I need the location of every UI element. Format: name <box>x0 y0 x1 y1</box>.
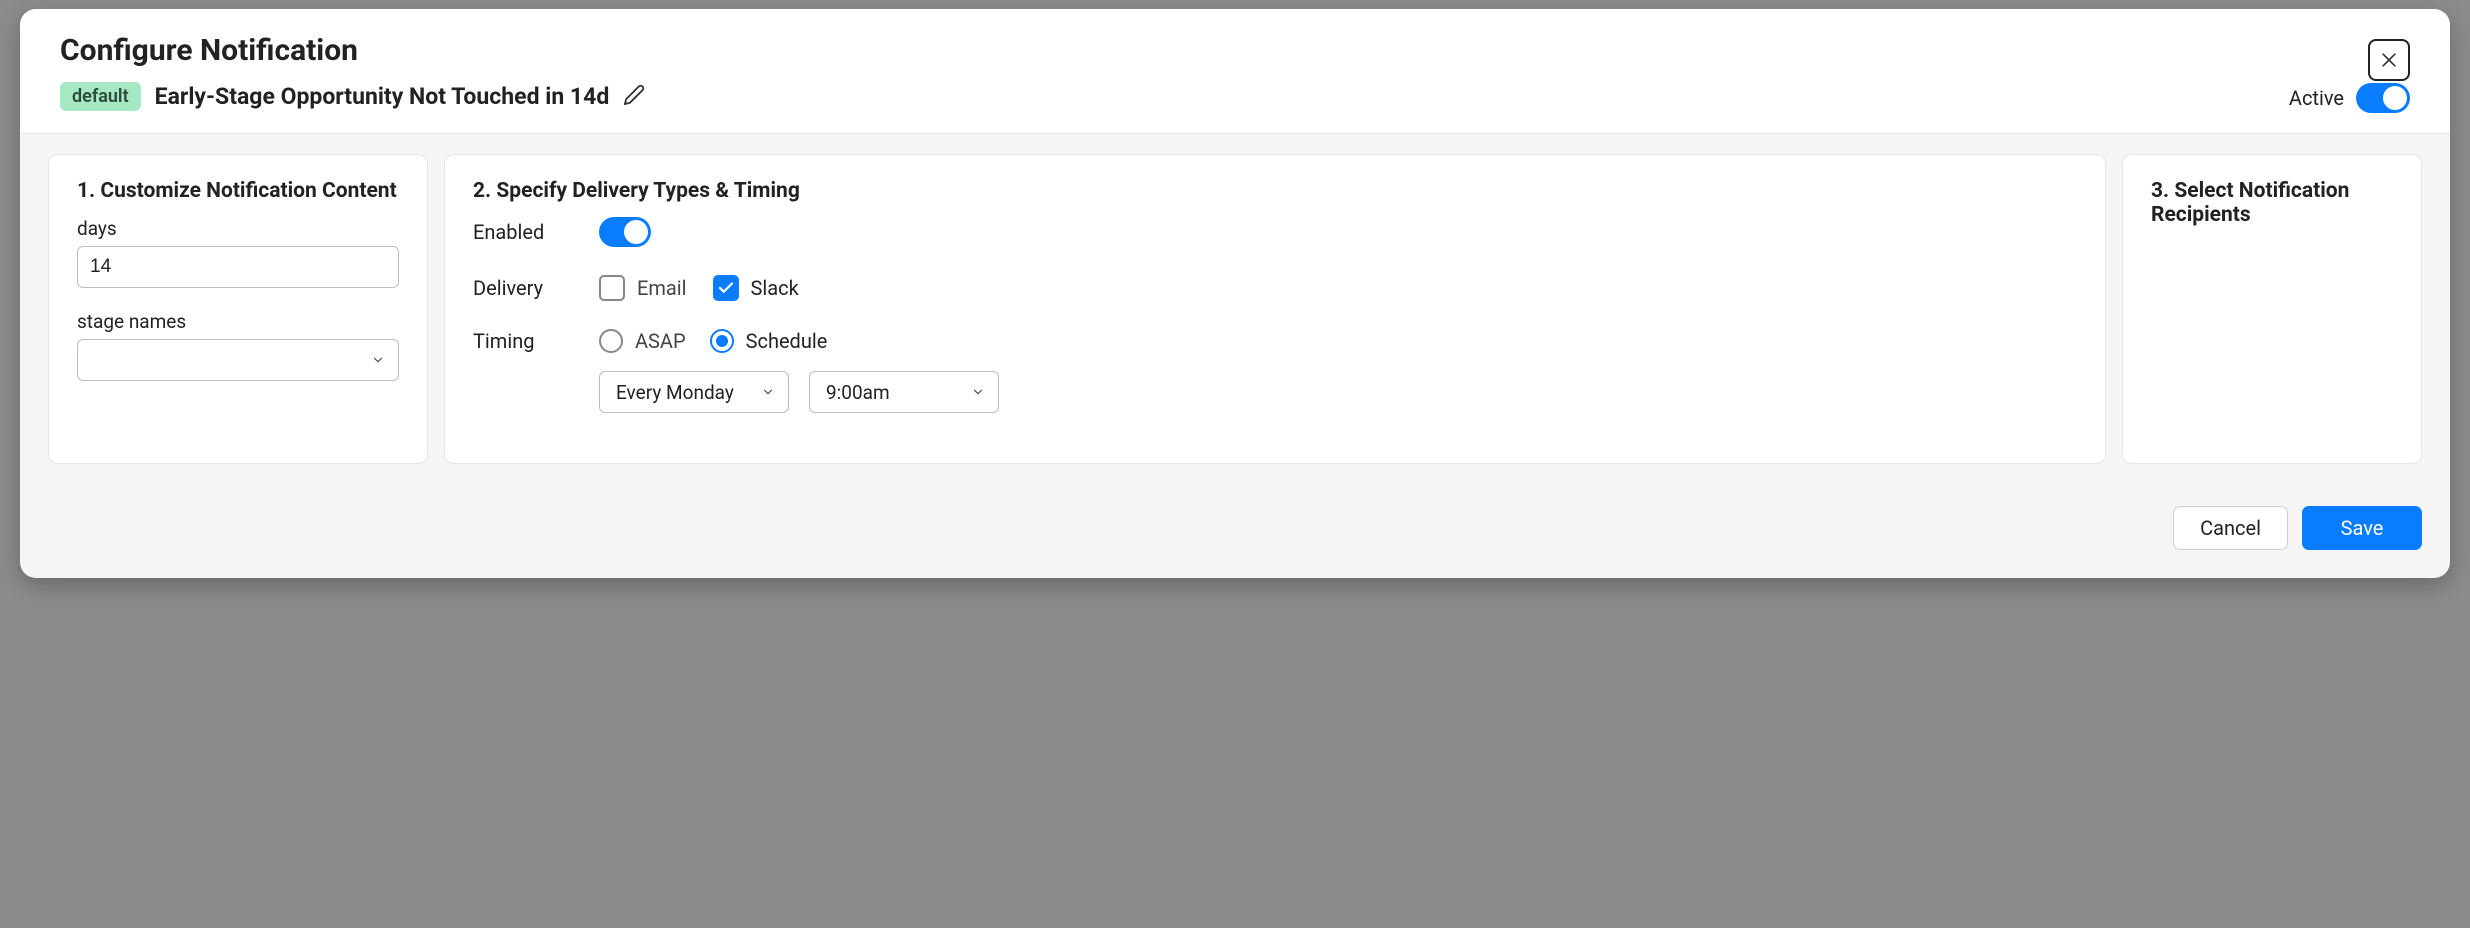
days-input[interactable] <box>77 246 399 288</box>
edit-name-button[interactable] <box>623 84 645 110</box>
panel3-heading: 3. Select Notification Recipients <box>2151 179 2393 227</box>
modal-header: Configure Notification default Early-Sta… <box>20 9 2450 134</box>
stage-names-value <box>77 339 399 381</box>
schedule-day-select[interactable]: Every Monday <box>599 371 789 413</box>
configure-notification-modal: Configure Notification default Early-Sta… <box>20 9 2450 578</box>
timing-label: Timing <box>473 329 569 353</box>
slack-checkbox[interactable] <box>713 275 739 301</box>
notification-name: Early-Stage Opportunity Not Touched in 1… <box>155 83 610 110</box>
toggle-knob <box>2383 86 2407 110</box>
modal-title: Configure Notification <box>60 33 2410 68</box>
recipients-panel: 3. Select Notification Recipients <box>2122 154 2422 464</box>
delivery-row: Delivery Email Slack <box>473 275 2077 301</box>
modal-footer: Cancel Save <box>20 486 2450 578</box>
slack-label: Slack <box>751 276 799 300</box>
email-checkbox[interactable] <box>599 275 625 301</box>
asap-radio[interactable] <box>599 329 623 353</box>
enabled-row: Enabled <box>473 217 2077 247</box>
close-button[interactable] <box>2368 39 2410 81</box>
schedule-time-select[interactable]: 9:00am <box>809 371 999 413</box>
save-button[interactable]: Save <box>2302 506 2422 550</box>
schedule-selects: Every Monday 9:00am <box>599 371 2077 413</box>
stage-names-select[interactable] <box>77 339 399 381</box>
schedule-day-value: Every Monday <box>599 371 789 413</box>
stage-names-label: stage names <box>77 310 399 333</box>
schedule-radio[interactable] <box>710 329 734 353</box>
delivery-label: Delivery <box>473 276 569 300</box>
panel1-heading: 1. Customize Notification Content <box>77 179 399 203</box>
active-toggle[interactable] <box>2356 83 2410 113</box>
timing-row: Timing ASAP Schedule <box>473 329 2077 353</box>
cancel-button[interactable]: Cancel <box>2173 506 2288 550</box>
schedule-time-value: 9:00am <box>809 371 999 413</box>
active-toggle-group: Active <box>2289 83 2410 113</box>
check-icon <box>717 279 735 297</box>
notification-title-row: default Early-Stage Opportunity Not Touc… <box>60 82 2410 111</box>
customize-content-panel: 1. Customize Notification Content days s… <box>48 154 428 464</box>
email-label: Email <box>637 276 687 300</box>
days-label: days <box>77 217 399 240</box>
panel2-heading: 2. Specify Delivery Types & Timing <box>473 179 2077 203</box>
asap-label: ASAP <box>635 329 686 353</box>
default-badge: default <box>60 82 141 111</box>
active-label: Active <box>2289 86 2344 110</box>
pencil-icon <box>623 84 645 106</box>
modal-body: 1. Customize Notification Content days s… <box>20 134 2450 486</box>
enabled-toggle[interactable] <box>599 217 651 247</box>
delivery-timing-panel: 2. Specify Delivery Types & Timing Enabl… <box>444 154 2106 464</box>
toggle-knob <box>624 220 648 244</box>
enabled-label: Enabled <box>473 220 569 244</box>
close-icon <box>2379 50 2399 70</box>
schedule-label: Schedule <box>746 329 828 353</box>
